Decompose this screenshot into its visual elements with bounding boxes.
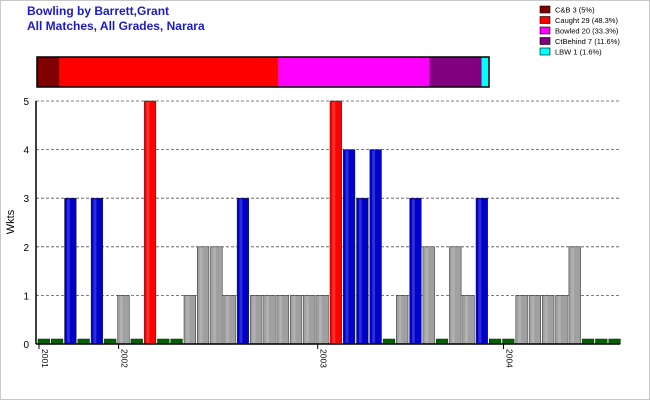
bar-shade <box>279 296 283 343</box>
bar-shade <box>93 199 97 343</box>
bar <box>276 295 289 345</box>
legend-label: Caught 29 (48.3%) <box>555 16 618 25</box>
bar-shade <box>518 296 522 343</box>
bar-shade <box>358 199 362 343</box>
bar-shade <box>451 247 455 343</box>
bar-shade <box>372 150 376 343</box>
bar <box>475 197 488 345</box>
axes <box>35 101 620 345</box>
legend-swatch <box>539 16 551 24</box>
chart-title: Bowling by Barrett,Grant <box>27 4 170 18</box>
legend-label: LBW 1 (1.6%) <box>555 48 602 57</box>
y-tick-label: 4 <box>23 146 29 157</box>
bar <box>343 149 356 345</box>
bar <box>316 295 329 345</box>
legend: C&B 3 (5%)Caught 29 (48.3%) Bowled 20 (33… <box>539 5 620 57</box>
share-bar-border <box>36 56 490 88</box>
legend-label: C&B 3 (5%) <box>555 6 595 15</box>
chart-subtitle: All Matches, All Grades, Narara <box>27 19 205 33</box>
legend-swatch <box>539 5 551 14</box>
bar <box>117 295 130 345</box>
legend-label: CtBehind 7 (11.6%) <box>555 37 620 46</box>
bar <box>449 246 462 345</box>
share-segment <box>37 57 60 87</box>
share-segment <box>59 57 279 87</box>
grid-lines <box>36 100 620 296</box>
bar-shade <box>398 296 402 343</box>
bar <box>250 295 263 345</box>
bar-shade <box>66 199 70 343</box>
bar-shade <box>425 247 429 343</box>
bar-shade <box>544 296 548 343</box>
bar-shade <box>571 247 575 343</box>
bar <box>422 246 435 345</box>
bar-shade <box>239 199 243 343</box>
bar-shade <box>212 247 216 343</box>
y-tick-label: 1 <box>23 291 29 302</box>
legend-swatch <box>539 47 551 56</box>
bar-shade <box>557 296 561 343</box>
bar-shade <box>252 296 256 343</box>
bar-shade <box>199 247 203 343</box>
bar <box>223 295 236 345</box>
bar <box>143 100 157 345</box>
y-tick-label: 0 <box>23 340 29 351</box>
bar <box>197 246 210 345</box>
x-year-label: 2004 <box>505 349 515 368</box>
share-segment <box>278 57 430 87</box>
bar <box>90 197 104 345</box>
bars <box>37 100 621 345</box>
bar <box>409 197 422 345</box>
bar <box>542 295 555 345</box>
bar <box>568 246 581 345</box>
bar-shade <box>319 296 322 343</box>
dismissal-share-bar <box>36 56 490 88</box>
bar-shade <box>345 150 349 343</box>
bar-shade <box>465 296 468 343</box>
bar <box>303 295 316 345</box>
legend-label: Bowled 20 (33.3%) <box>555 27 619 36</box>
x-year-labels: 2001 2002 2003 2004 <box>38 344 515 368</box>
x-year-label: 2001 <box>40 349 50 368</box>
bar <box>236 197 250 345</box>
bar <box>555 295 568 345</box>
bar <box>528 295 542 345</box>
bar-shade <box>305 296 309 343</box>
bar <box>356 197 369 345</box>
bar-shade <box>226 296 230 343</box>
y-tick-label: 3 <box>23 194 29 205</box>
bar <box>462 295 475 345</box>
bar <box>289 295 303 345</box>
bar <box>369 149 382 345</box>
y-tick-label: 5 <box>23 97 29 108</box>
y-tick-label: 2 <box>23 243 29 254</box>
bar <box>183 295 196 345</box>
bar-shade <box>531 296 535 343</box>
bar-shade <box>146 102 150 343</box>
bar-shade <box>186 296 190 343</box>
bar <box>515 295 528 345</box>
share-segment <box>481 57 489 87</box>
bar-shade <box>265 296 269 343</box>
bar <box>210 246 223 345</box>
bar <box>329 100 342 345</box>
legend-swatch <box>539 26 551 35</box>
bar-shade <box>292 296 296 343</box>
share-segment <box>429 57 482 87</box>
bar-shade <box>411 199 415 343</box>
bar <box>396 295 409 345</box>
bar-shade <box>478 199 482 343</box>
y-axis-label: Wkts <box>5 209 17 234</box>
bar <box>263 295 276 345</box>
y-tick-labels: 0 1 2 3 4 5 <box>23 97 29 351</box>
x-year-label: 2002 <box>120 349 130 368</box>
bar-shade <box>119 296 123 343</box>
x-year-label: 2003 <box>319 349 329 368</box>
bar-shade <box>332 102 336 343</box>
bar <box>64 197 77 345</box>
legend-swatch <box>539 37 551 45</box>
